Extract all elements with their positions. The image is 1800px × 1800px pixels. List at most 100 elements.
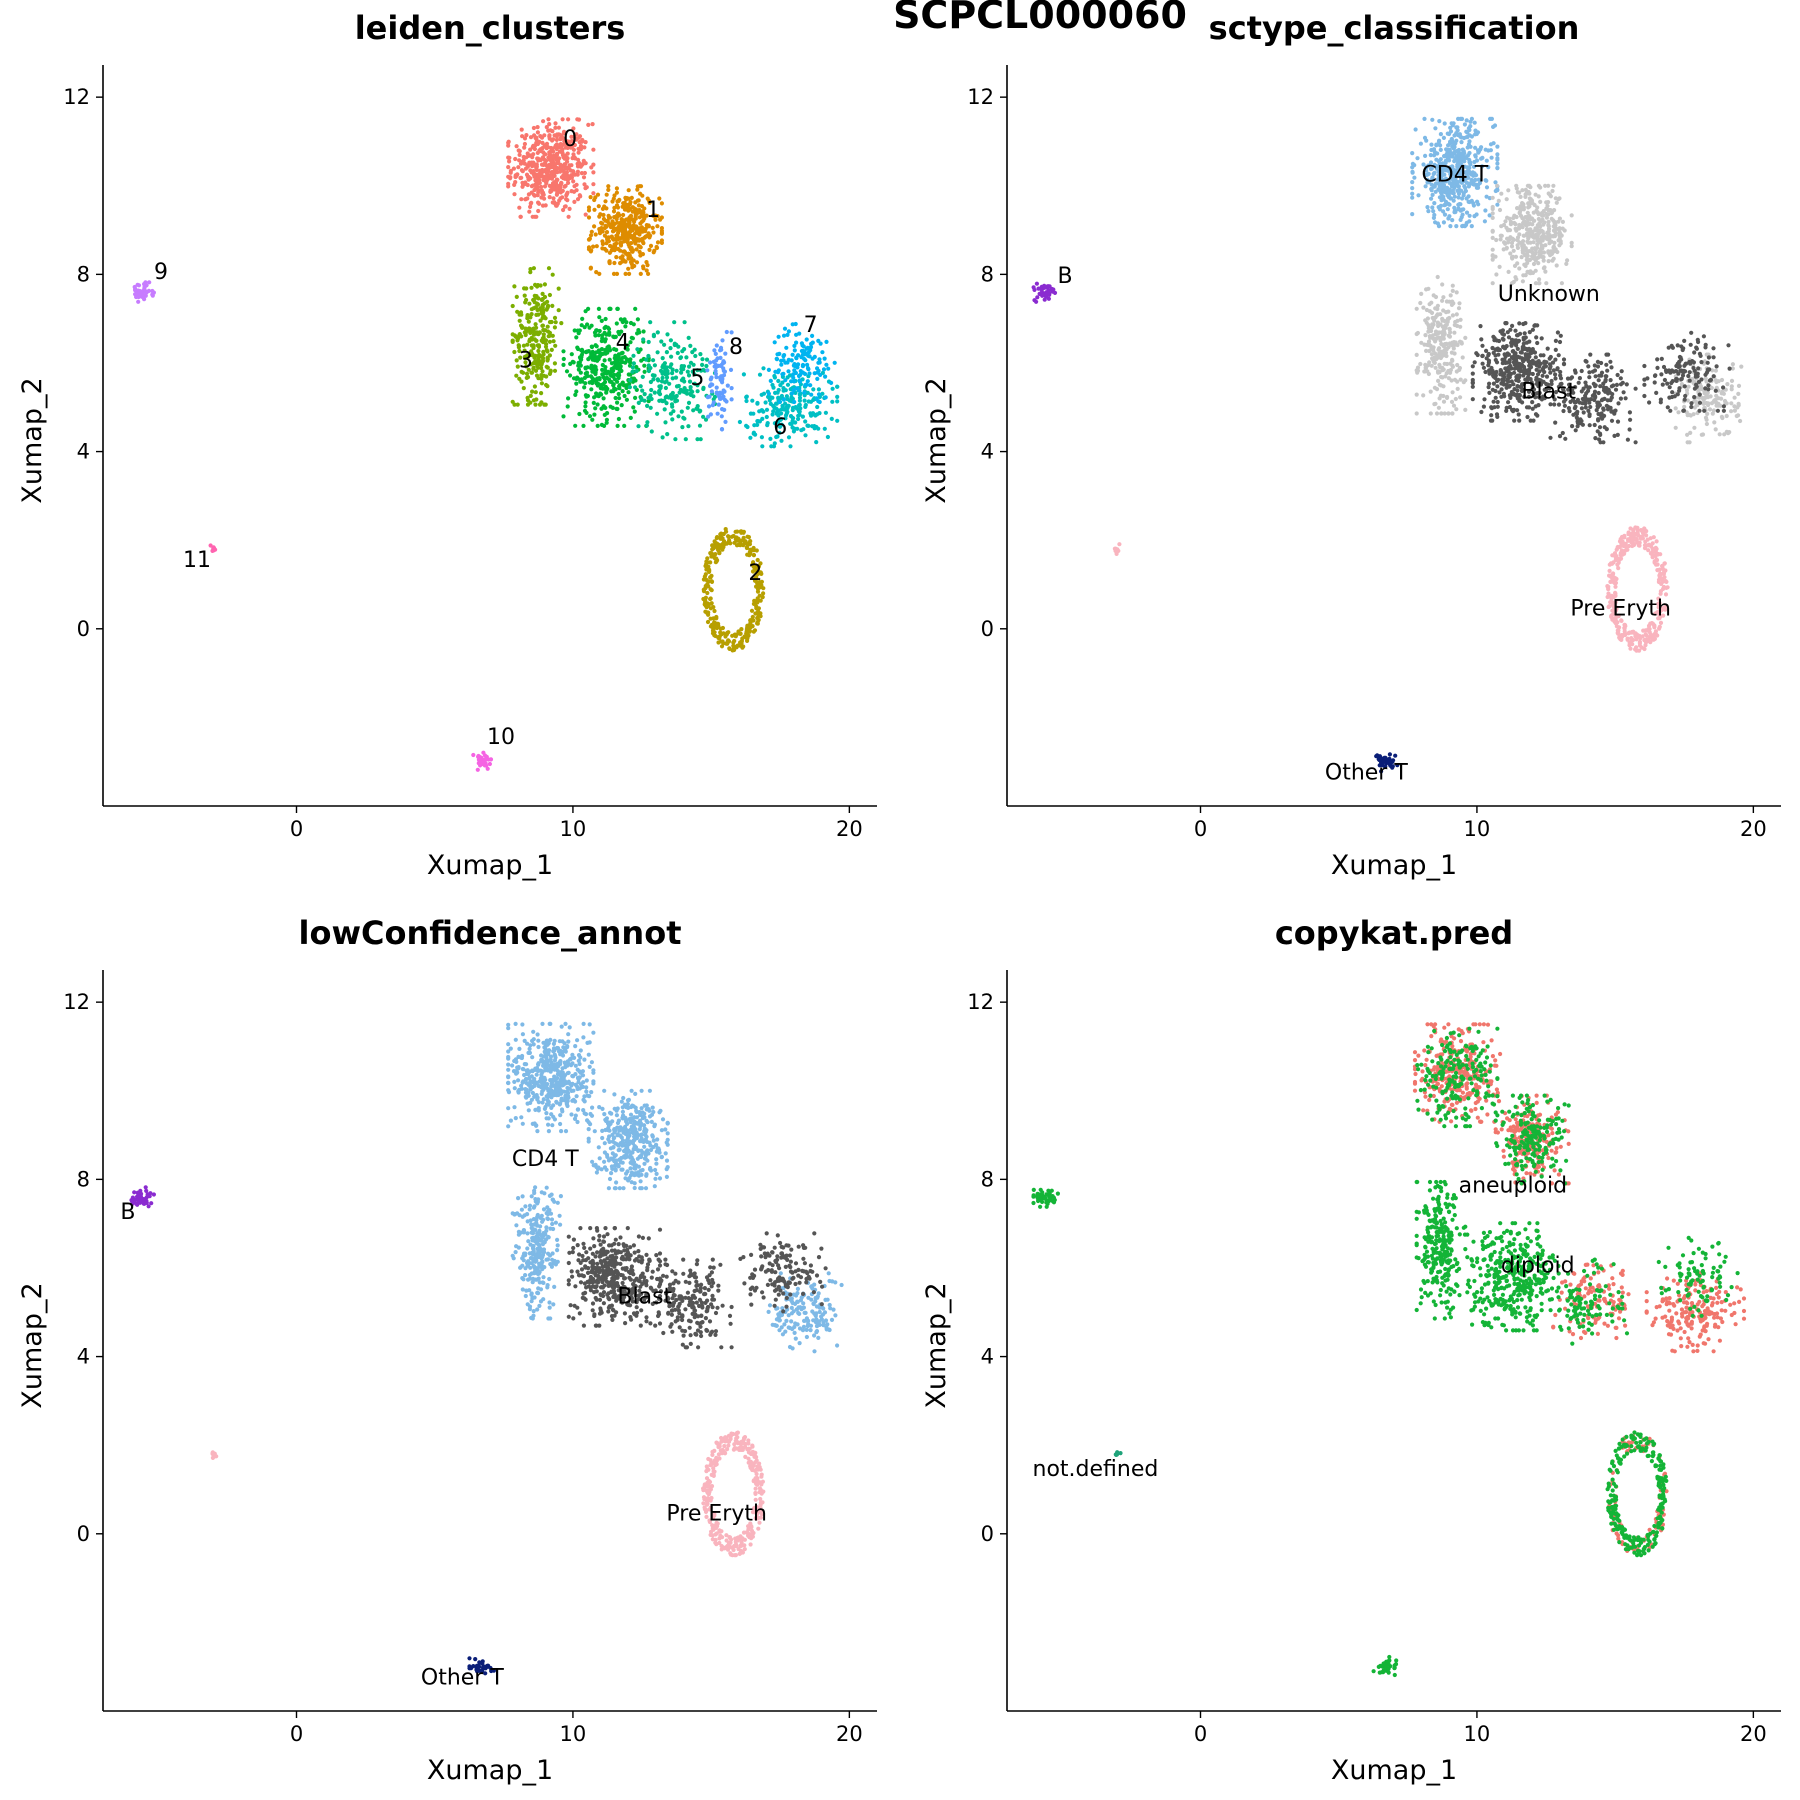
data-point: [1706, 383, 1711, 388]
data-point: [1495, 157, 1500, 162]
data-point: [1561, 357, 1567, 362]
data-point: [552, 325, 558, 330]
data-point: [708, 606, 714, 611]
data-point: [517, 376, 522, 381]
data-point: [1521, 335, 1526, 340]
data-point: [515, 172, 520, 177]
series-9: [132, 280, 156, 304]
data-point: [1535, 238, 1540, 243]
data-point: [721, 641, 726, 646]
data-point: [1587, 423, 1592, 428]
data-point: [615, 306, 620, 311]
data-point: [1450, 313, 1455, 318]
data-point: [601, 212, 606, 218]
data-point: [1514, 356, 1519, 361]
data-point: [1634, 648, 1639, 653]
data-point: [1436, 354, 1441, 359]
data-point: [631, 361, 637, 366]
cluster-label: 2: [748, 561, 762, 586]
data-point: [718, 355, 723, 360]
data-point: [652, 390, 657, 395]
data-point: [578, 147, 584, 152]
data-point: [1495, 399, 1500, 405]
data-point: [572, 142, 578, 148]
data-point: [747, 549, 753, 555]
data-point: [543, 402, 548, 407]
data-point: [1464, 210, 1470, 215]
data-point: [547, 292, 553, 298]
data-point: [655, 240, 661, 245]
data-point: [1506, 400, 1511, 405]
data-point: [738, 539, 743, 544]
data-point: [820, 391, 825, 396]
data-point: [755, 422, 760, 427]
data-point: [603, 347, 608, 353]
data-point: [641, 329, 646, 334]
data-point: [1599, 360, 1604, 366]
data-point: [704, 577, 709, 583]
data-point: [1490, 235, 1495, 240]
data-point: [560, 195, 565, 200]
data-point: [577, 328, 582, 333]
data-point: [528, 135, 534, 140]
data-point: [722, 369, 728, 374]
data-point: [1429, 352, 1434, 357]
data-point: [825, 434, 831, 440]
data-point: [784, 345, 789, 350]
data-point: [670, 376, 675, 381]
data-point: [751, 618, 756, 623]
data-point: [807, 371, 812, 376]
data-point: [1697, 400, 1703, 405]
y-axis-label: Xumap_2: [17, 377, 48, 503]
data-point: [808, 411, 813, 416]
data-point: [552, 200, 557, 205]
data-point: [655, 330, 660, 335]
data-point: [506, 174, 511, 179]
data-point: [830, 386, 835, 391]
series-5: [627, 320, 718, 442]
data-point: [541, 119, 546, 124]
data-point: [530, 183, 535, 188]
data-point: [569, 352, 574, 357]
data-point: [1524, 371, 1529, 376]
data-point: [664, 379, 669, 384]
data-point: [534, 301, 540, 306]
data-point: [801, 349, 806, 354]
data-point: [1524, 354, 1529, 359]
data-point: [714, 385, 719, 390]
data-point: [619, 403, 624, 408]
data-point: [1570, 424, 1575, 429]
data-point: [618, 240, 624, 245]
data-point: [691, 362, 696, 367]
data-point: [1495, 161, 1500, 166]
data-point: [797, 379, 803, 384]
data-point: [1653, 629, 1658, 634]
data-point: [1447, 190, 1452, 195]
data-point: [1622, 622, 1628, 628]
data-point: [579, 171, 585, 176]
data-point: [789, 379, 794, 384]
data-point: [760, 444, 765, 449]
data-point: [583, 404, 588, 409]
data-point: [809, 392, 814, 397]
data-point: [748, 618, 753, 623]
data-point: [601, 216, 607, 222]
data-point: [743, 539, 748, 544]
data-point: [510, 399, 515, 404]
data-point: [1642, 377, 1647, 382]
data-point: [1479, 409, 1484, 415]
data-point: [1658, 400, 1663, 405]
data-point: [561, 356, 566, 362]
data-point: [1621, 390, 1626, 395]
data-point: [1613, 557, 1618, 563]
data-point: [1445, 361, 1450, 367]
data-point: [1439, 341, 1444, 347]
data-point: [770, 382, 775, 388]
data-point: [1428, 411, 1433, 416]
data-point: [1702, 408, 1707, 413]
data-point: [568, 373, 573, 378]
data-point: [535, 130, 541, 135]
data-point: [1517, 321, 1522, 326]
data-point: [1414, 352, 1419, 357]
data-point: [1484, 348, 1489, 353]
